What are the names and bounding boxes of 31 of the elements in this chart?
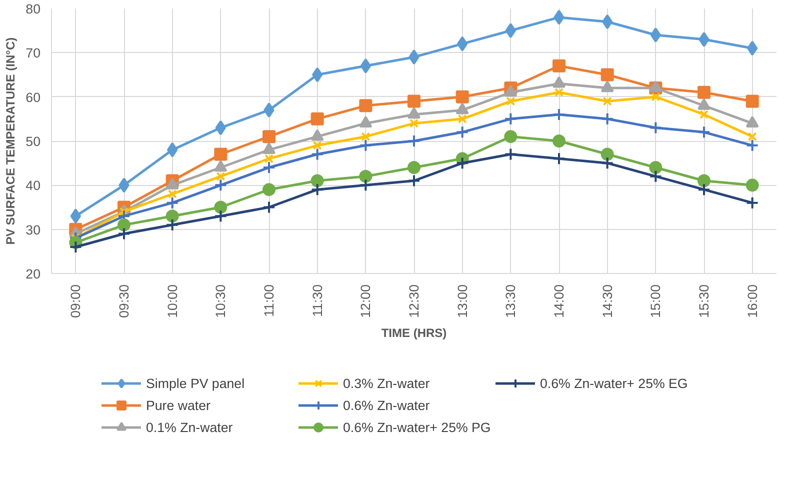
- y-tick-label: 40: [26, 178, 41, 194]
- legend-label: Pure water: [146, 398, 212, 412]
- x-tick-label: 09:30: [116, 284, 132, 318]
- x-tick-label: 11:00: [262, 284, 276, 317]
- x-tick-label: 13:30: [503, 284, 518, 318]
- x-tick-label: 15:00: [648, 284, 664, 318]
- y-tick-label: 70: [26, 46, 41, 61]
- y-tick-label: 30: [26, 222, 41, 238]
- y-tick-label: 80: [26, 2, 41, 16]
- x-axis-title: TIME (HRS): [381, 326, 447, 340]
- legend-label: 0.6% Zn-water+ 25% PG: [343, 420, 492, 434]
- x-tick-label: 15:30: [696, 284, 712, 318]
- x-tick-label: 14:30: [600, 284, 615, 318]
- x-tick-label: 09:00: [68, 284, 84, 318]
- x-tick-label: 10:30: [213, 284, 228, 318]
- legend-label: 0.6% Zn-water+ 25% EG: [540, 376, 689, 390]
- x-tick-label: 12:00: [358, 284, 374, 318]
- x-tick-label: 10:00: [164, 284, 180, 318]
- legend-label: 0.6% Zn-water: [343, 398, 431, 412]
- y-tick-label: 50: [26, 134, 41, 149]
- x-tick-label: 13:00: [454, 284, 470, 318]
- legend-label: 0.1% Zn-water: [146, 420, 234, 434]
- x-tick-label: 11:30: [310, 284, 325, 317]
- x-tick-label: 16:00: [744, 284, 760, 318]
- y-tick-label: 20: [26, 266, 41, 282]
- y-axis-title: PV SURFACE TEMPERATURE (IN°C): [4, 37, 18, 245]
- legend-label: 0.3% Zn-water: [343, 376, 431, 390]
- x-tick-label: 12:30: [406, 284, 422, 318]
- legend-label: Simple PV panel: [146, 376, 246, 390]
- y-tick-label: 60: [26, 90, 41, 105]
- x-tick-label: 14:00: [552, 284, 566, 318]
